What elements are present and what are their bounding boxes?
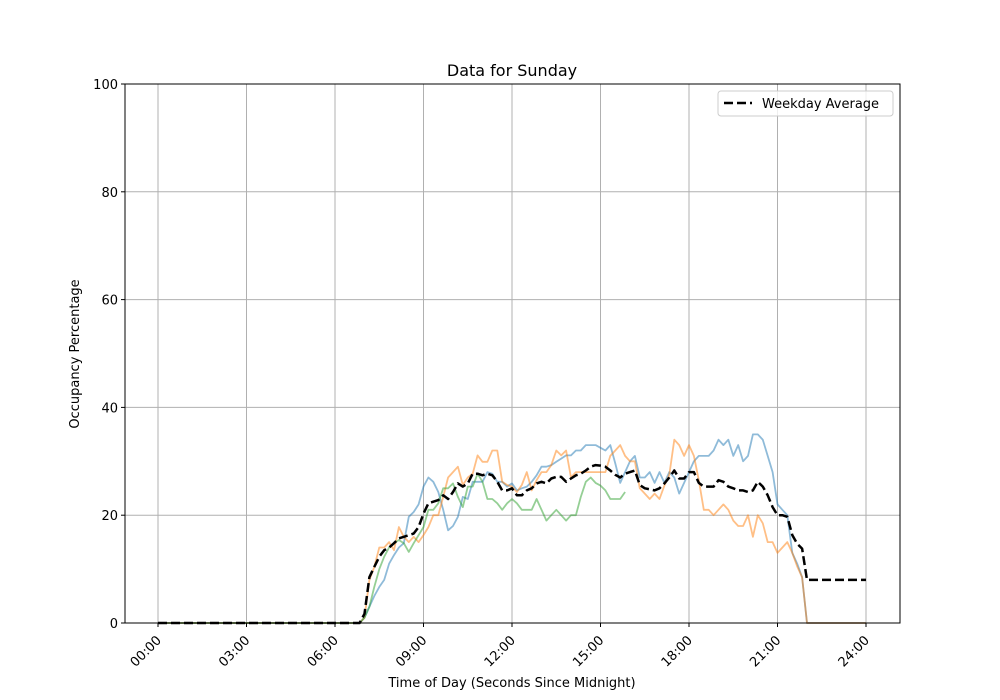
series-line-1 [158, 433, 866, 624]
y-tick-label: 100 [93, 78, 118, 93]
y-axis-label: Occupancy Percentage [68, 279, 83, 428]
legend: Weekday Average [717, 90, 894, 117]
y-tick-label: 80 [101, 186, 118, 201]
y-tick-label: 40 [101, 401, 118, 416]
y-tick-label: 20 [101, 509, 118, 524]
x-axis-label: Time of Day (Seconds Since Midnight) [387, 676, 635, 691]
legend-label-weekday-average: Weekday Average [762, 97, 879, 112]
series-group [158, 433, 866, 625]
legend-box [717, 90, 894, 117]
chart-title: Data for Sunday [447, 61, 577, 80]
series-line-weekday-average [158, 463, 866, 625]
y-tick-label: 60 [101, 294, 118, 309]
y-tick-label: 0 [110, 617, 118, 632]
series-line-3 [158, 472, 626, 624]
